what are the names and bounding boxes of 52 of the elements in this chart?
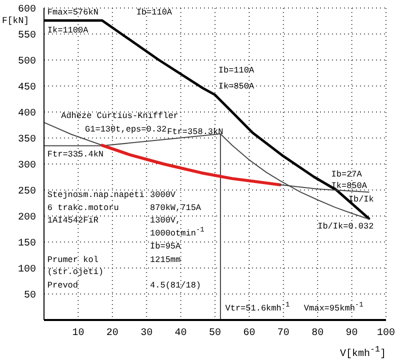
annotation: Vtr=51.6kmh$^{-1}$ <box>225 301 290 314</box>
y-tick-label: 150 <box>18 238 36 250</box>
annotation: Ib/Ik=0.032 <box>318 222 374 232</box>
annotation: Prumer kol <box>47 255 98 266</box>
annotation: Adheze Curtius-Kniffler <box>61 111 178 122</box>
y-tick-label: 350 <box>18 134 36 146</box>
x-tick-label: 30 <box>140 328 153 340</box>
annotation: 1AI4542FiR <box>47 216 98 226</box>
y-tick-label: 450 <box>18 82 36 94</box>
annotation: 3000V <box>150 190 176 200</box>
x-tick-label: 60 <box>243 328 256 340</box>
annotation: 1215mm <box>150 255 181 266</box>
annotation: 6 trakc.motoru <box>47 203 119 214</box>
y-tick-label: 100 <box>18 264 36 276</box>
y-tick-label: 600 <box>18 4 36 16</box>
annotation: Ib=27A <box>331 170 363 180</box>
x-tick-label: 70 <box>277 328 290 340</box>
x-tick-label: 90 <box>346 328 358 340</box>
annotation: Ib=110A <box>136 8 173 18</box>
y-tick-label: 550 <box>18 30 36 42</box>
y-tick-label: 400 <box>18 108 36 120</box>
x-axis-title: V[kmh$^{-1}$] <box>340 344 386 360</box>
y-tick-label: 50 <box>24 290 36 302</box>
annotation: G1=130t,eps=0.32 <box>85 124 167 135</box>
annotation: Fmax=576kN <box>47 8 98 18</box>
x-tick-label: 80 <box>312 328 324 340</box>
annotation: Ik=1100A <box>47 26 90 36</box>
y-tick-label: 300 <box>18 160 36 172</box>
annotation: Ftr=335.4kN <box>47 150 104 160</box>
x-tick-label: 10 <box>72 328 84 340</box>
x-tick-label: 20 <box>106 328 118 340</box>
annotation: 1000otmin$^{-1}$ <box>150 226 204 239</box>
y-tick-label: 250 <box>18 186 36 198</box>
annotation: 870kW,715A <box>150 203 202 214</box>
annotation: Vmax=95kmh$^{-1}$ <box>304 301 364 314</box>
y-axis-title: F[kN] <box>2 16 30 26</box>
y-tick-label: 500 <box>18 56 36 68</box>
annotation: Prevod <box>47 280 78 291</box>
annotation: Stejnosm.nap.napeti <box>47 190 144 200</box>
x-tick-label: 100 <box>376 328 396 340</box>
annotation: (str.ojeti) <box>47 267 104 278</box>
annotation: Ib=110A <box>218 66 256 76</box>
annotation: Ftr=358.3kN <box>167 127 224 138</box>
annotation: 4.5(81/18) <box>150 280 202 291</box>
annotation: Ib=95A <box>150 242 182 252</box>
annotation: Ik=850A <box>331 181 368 192</box>
x-tick-label: 50 <box>208 328 222 340</box>
annotation: Ib/Ik <box>348 194 374 205</box>
annotation: 1300V, <box>150 216 181 226</box>
x-tick-label: 40 <box>174 328 187 340</box>
annotation: Ik=850A <box>218 82 256 92</box>
y-tick-label: 200 <box>18 212 36 224</box>
